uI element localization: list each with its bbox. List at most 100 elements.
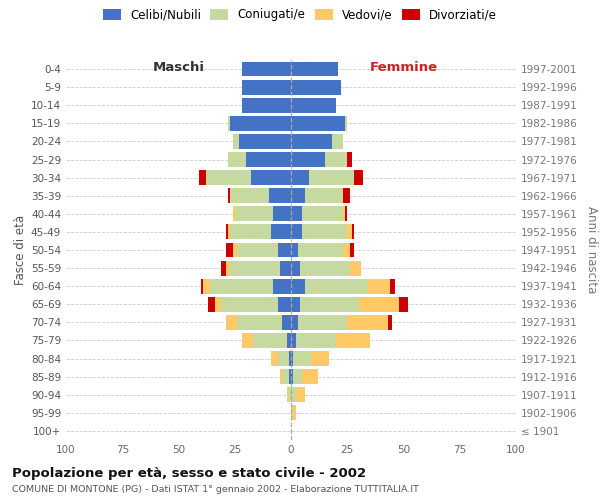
Bar — [205, 170, 251, 185]
Bar — [277, 242, 291, 258]
Y-axis label: Anni di nascita: Anni di nascita — [584, 206, 598, 294]
Bar — [289, 388, 291, 402]
Bar — [228, 188, 230, 203]
Bar — [289, 351, 291, 366]
Bar — [273, 206, 291, 221]
Bar — [296, 333, 336, 348]
Bar — [208, 297, 215, 312]
Bar — [237, 315, 282, 330]
Bar — [347, 152, 352, 167]
Bar — [291, 170, 309, 185]
Bar — [237, 242, 277, 258]
Bar — [347, 315, 388, 330]
Bar — [251, 170, 291, 185]
Bar — [291, 260, 300, 276]
Bar — [300, 260, 349, 276]
Bar — [273, 279, 291, 293]
Bar — [291, 406, 293, 420]
Bar — [291, 62, 338, 76]
Bar — [253, 333, 287, 348]
Text: COMUNE DI MONTONE (PG) - Dati ISTAT 1° gennaio 2002 - Elaborazione TUTTITALIA.IT: COMUNE DI MONTONE (PG) - Dati ISTAT 1° g… — [12, 485, 419, 494]
Legend: Celibi/Nubili, Coniugati/e, Vedovi/e, Divorziati/e: Celibi/Nubili, Coniugati/e, Vedovi/e, Di… — [100, 6, 500, 24]
Bar — [349, 260, 361, 276]
Bar — [210, 279, 273, 293]
Bar — [291, 242, 298, 258]
Text: Maschi: Maschi — [152, 61, 205, 74]
Bar — [241, 333, 253, 348]
Bar — [293, 406, 296, 420]
Bar — [235, 206, 273, 221]
Bar — [215, 297, 221, 312]
Bar — [305, 188, 343, 203]
Bar — [241, 62, 291, 76]
Bar — [203, 279, 210, 293]
Bar — [226, 224, 228, 240]
Bar — [291, 224, 302, 240]
Bar — [221, 260, 226, 276]
Bar — [305, 279, 367, 293]
Bar — [300, 297, 359, 312]
Bar — [280, 260, 291, 276]
Bar — [228, 224, 230, 240]
Bar — [302, 369, 318, 384]
Bar — [226, 315, 237, 330]
Bar — [282, 369, 289, 384]
Bar — [233, 242, 237, 258]
Bar — [291, 297, 300, 312]
Bar — [296, 388, 305, 402]
Bar — [336, 333, 370, 348]
Bar — [291, 188, 305, 203]
Bar — [291, 134, 331, 149]
Bar — [293, 351, 311, 366]
Bar — [291, 333, 296, 348]
Bar — [269, 188, 291, 203]
Bar — [302, 206, 343, 221]
Bar — [230, 224, 271, 240]
Bar — [298, 242, 343, 258]
Bar — [359, 297, 399, 312]
Bar — [388, 315, 392, 330]
Bar — [331, 134, 343, 149]
Bar — [354, 170, 363, 185]
Bar — [280, 369, 282, 384]
Bar — [282, 315, 291, 330]
Text: Femmine: Femmine — [370, 61, 437, 74]
Bar — [241, 98, 291, 112]
Bar — [228, 152, 246, 167]
Bar — [233, 206, 235, 221]
Bar — [291, 116, 345, 131]
Bar — [311, 351, 329, 366]
Bar — [345, 116, 347, 131]
Bar — [221, 297, 277, 312]
Bar — [277, 297, 291, 312]
Bar — [271, 224, 291, 240]
Bar — [399, 297, 408, 312]
Bar — [291, 279, 305, 293]
Bar — [345, 206, 347, 221]
Bar — [239, 134, 291, 149]
Bar — [343, 206, 345, 221]
Bar — [199, 170, 205, 185]
Bar — [343, 188, 349, 203]
Bar — [287, 333, 291, 348]
Bar — [230, 116, 291, 131]
Bar — [271, 351, 277, 366]
Bar — [241, 80, 291, 94]
Bar — [352, 224, 354, 240]
Bar — [293, 369, 302, 384]
Bar — [298, 315, 347, 330]
Bar — [325, 152, 347, 167]
Bar — [291, 369, 293, 384]
Bar — [289, 369, 291, 384]
Bar — [390, 279, 395, 293]
Text: Popolazione per età, sesso e stato civile - 2002: Popolazione per età, sesso e stato civil… — [12, 468, 366, 480]
Bar — [233, 134, 239, 149]
Bar — [291, 206, 302, 221]
Bar — [230, 188, 269, 203]
Bar — [277, 351, 289, 366]
Bar — [246, 152, 291, 167]
Bar — [291, 315, 298, 330]
Bar — [230, 260, 280, 276]
Bar — [287, 388, 289, 402]
Bar — [201, 279, 203, 293]
